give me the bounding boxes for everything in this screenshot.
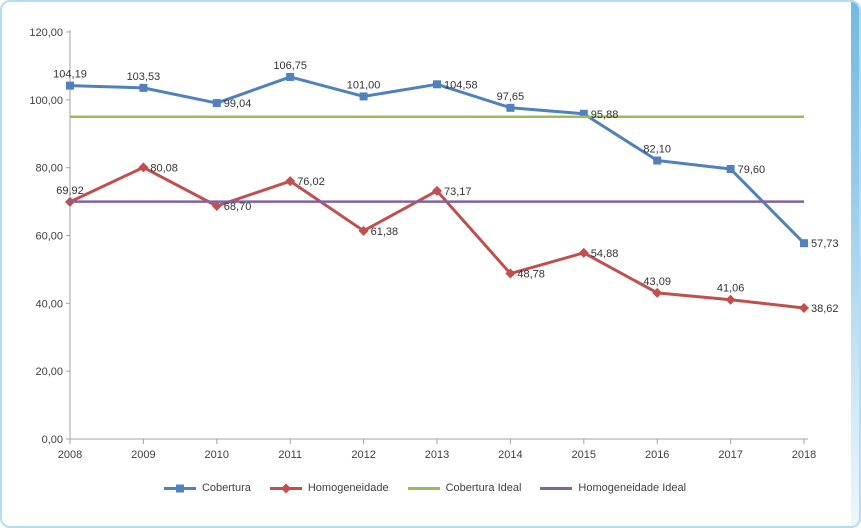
data-label: 104,19 [53,69,87,81]
data-point-marker [138,162,149,173]
data-point-marker [286,72,295,81]
legend-label: Homogeneidade Ideal [578,482,687,494]
data-point-marker [212,99,221,108]
data-point-marker [505,268,516,279]
data-point-marker [726,165,735,174]
data-point-marker [66,81,74,90]
x-axis-tick-label: 2011 [278,449,302,461]
data-point-marker [359,92,368,101]
x-axis-tick-label: 2017 [718,449,742,461]
y-axis-tick-label: 20,00 [35,366,63,378]
x-axis-tick-label: 2009 [131,449,155,461]
y-axis-tick-label: 0,00 [42,434,63,446]
data-label: 54,88 [591,248,619,260]
data-label: 73,17 [444,186,472,198]
data-label: 57,73 [811,238,839,250]
data-label: 69,92 [56,185,84,197]
legend-marker-homogeneidade-ideal [540,486,573,490]
data-label: 61,38 [371,226,399,238]
data-point-marker [799,303,809,314]
data-point-marker [285,176,296,187]
legend-marker-cobertura-ideal [407,486,440,490]
data-point-marker [433,80,441,89]
data-point-marker [139,83,148,92]
y-axis-tick-label: 40,00 [35,298,63,310]
legend-item-cobertura-ideal: Cobertura Ideal [407,482,522,494]
y-axis-tick-label: 100,00 [29,95,63,107]
legend-label: Homogeneidade [307,482,389,494]
y-axis-tick-label: 80,00 [35,163,63,175]
data-label: 97,65 [497,91,525,103]
legend-label: Cobertura Ideal [445,482,522,494]
data-point-marker [506,103,515,112]
data-label: 43,09 [643,276,671,288]
data-label: 48,78 [517,269,545,281]
x-axis-tick-label: 2008 [58,449,82,461]
data-label: 38,62 [811,303,839,315]
data-label: 103,53 [127,71,161,83]
data-point-marker [725,294,736,305]
x-axis-tick-label: 2013 [425,449,449,461]
legend-marker-homogeneidade [269,483,302,493]
legend-label: Cobertura [201,482,251,494]
legend-item-cobertura: Cobertura [163,482,251,494]
data-label: 95,88 [591,109,619,121]
data-label: 104,58 [444,79,478,91]
line-chart: 0,00 20,00 40,00 60,00 80,00 100,00 120,00 2008… [29,27,839,461]
legend-item-homogeneidade: Homogeneidade [269,482,389,494]
data-label: 106,75 [273,60,307,72]
data-label: 76,02 [297,176,325,188]
legend-marker-cobertura [163,484,196,492]
series-line-cobertura [68,75,806,245]
data-point-marker [358,225,369,236]
data-point-marker [653,156,662,165]
y-axis-tick-label: 120,00 [29,27,63,39]
data-label: 101,00 [347,79,381,91]
data-label: 99,04 [224,98,252,110]
x-axis-tick-label: 2010 [205,449,229,461]
y-axis-tick-label: 60,00 [35,231,63,243]
x-axis-tick-label: 2014 [498,449,522,461]
x-axis-tick-label: 2016 [645,449,669,461]
data-point-marker [652,287,663,298]
x-axis-tick-label: 2015 [572,449,596,461]
frame-right-gradient [851,2,859,526]
data-point-marker [211,200,222,211]
data-label: 68,70 [224,201,252,213]
data-label: 79,60 [738,164,766,176]
data-point-marker [800,239,808,248]
chart-legend: Cobertura Homogeneidade Cobertura Ideal Hom… [2,482,847,494]
x-axis-tick-label: 2018 [792,449,816,461]
data-point-marker [432,185,442,196]
data-point-marker [579,109,588,118]
data-label: 41,06 [717,283,745,295]
data-label: 82,10 [643,144,671,156]
data-point-marker [578,247,589,258]
data-label: 80,08 [150,162,178,174]
x-axis-tick-label: 2012 [351,449,375,461]
legend-item-homogeneidade-ideal: Homogeneidade Ideal [539,482,686,494]
